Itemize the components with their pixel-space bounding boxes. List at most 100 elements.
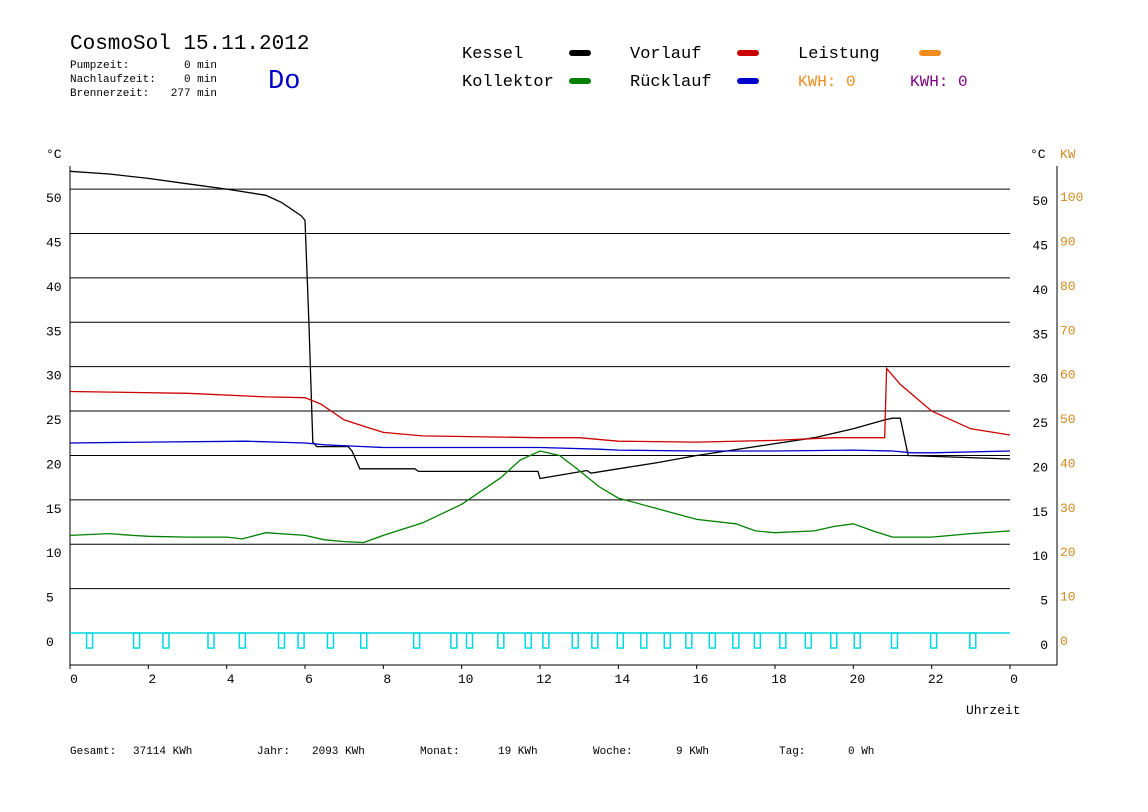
y-tick-label: 25	[46, 413, 62, 428]
y-tick-label-right: 10	[1032, 549, 1048, 564]
y-tick-label-right: 40	[1032, 283, 1048, 298]
y-tick-label: 0	[46, 635, 54, 650]
series-line	[69, 366, 1011, 443]
series-line	[69, 440, 1011, 454]
pump-pulse	[238, 632, 247, 649]
y2-tick-label: 10	[1060, 590, 1076, 605]
y-tick-label-right: 15	[1032, 505, 1048, 520]
y-tick-label-right: 50	[1032, 194, 1048, 209]
pump-pulse	[830, 632, 838, 649]
y-tick-label: 35	[46, 324, 62, 339]
y2-tick-label: 50	[1060, 412, 1076, 427]
pump-pulse	[591, 632, 599, 649]
x-tick-label: 4	[227, 672, 235, 687]
footer-label: Tag:	[779, 746, 805, 758]
pump-pulse	[542, 632, 550, 649]
series-line	[69, 450, 1011, 544]
legend-label: Leistung	[798, 45, 880, 64]
pump-pulse	[360, 632, 368, 649]
title: CosmoSol 15.11.2012	[70, 33, 309, 56]
pump-pulse	[929, 632, 938, 649]
pump-pulse	[450, 632, 458, 649]
pump-pulse	[708, 632, 717, 649]
footer-label: Woche:	[593, 746, 633, 758]
x-tick-label: 0	[1010, 672, 1018, 687]
pump-pulse	[753, 632, 762, 649]
y-tick-label: 20	[46, 457, 62, 472]
info-value: 0 min	[184, 74, 217, 86]
x-tick-label: 8	[383, 672, 391, 687]
pump-pulse	[969, 632, 977, 649]
kwh: KWH: 0	[910, 73, 968, 91]
x-tick-label: 12	[536, 672, 552, 687]
y-tick-label-right: 35	[1032, 327, 1048, 342]
pump-pulse	[804, 632, 813, 649]
pump-pulse	[326, 632, 335, 649]
x-tick-label: 2	[148, 672, 156, 687]
info-label: Pumpzeit:	[70, 60, 129, 72]
legend-label: Vorlauf	[630, 45, 701, 64]
pump-pulse	[207, 632, 215, 649]
y2-tick-label: 70	[1060, 323, 1076, 338]
pump-pulse	[571, 632, 579, 649]
y-tick-label-right: 25	[1032, 416, 1048, 431]
pump-pulse	[412, 632, 421, 649]
x-tick-label: 10	[458, 672, 474, 687]
y2-tick-label: 30	[1060, 501, 1076, 516]
pump-pulse	[497, 632, 505, 649]
y-tick-label-right: 0	[1040, 638, 1048, 653]
footer-label: Monat:	[420, 746, 460, 758]
y-tick-label-right: 20	[1032, 460, 1048, 475]
info-label: Brennerzeit:	[70, 88, 149, 100]
pump-pulse	[853, 632, 861, 649]
x-tick-label: 22	[928, 672, 944, 687]
y-tick-label-right: 5	[1040, 594, 1048, 609]
pump-pulse	[779, 632, 787, 649]
footer-value: 9 KWh	[676, 746, 709, 758]
info-value: 277 min	[171, 88, 217, 100]
x-label: Uhrzeit	[966, 703, 1021, 718]
pump-pulse	[162, 632, 170, 649]
pump-pulse	[524, 632, 532, 649]
y2-tick-label: 90	[1060, 234, 1076, 249]
x-tick-label: 18	[771, 672, 787, 687]
pump-pulse	[616, 632, 625, 649]
y-tick-label: 50	[46, 191, 62, 206]
y-tick-label-right: 30	[1032, 372, 1048, 387]
x-tick-label: 16	[693, 672, 709, 687]
pump-pulse	[297, 632, 305, 649]
y2-label: KW	[1060, 147, 1076, 162]
footer-value: 2093 KWh	[312, 746, 365, 758]
pump-pulse	[640, 632, 648, 649]
x-tick-label: 14	[615, 672, 631, 687]
pump-pulse	[465, 632, 474, 649]
y2-tick-label: 80	[1060, 279, 1076, 294]
x-tick-label: 20	[850, 672, 866, 687]
legend-label: Kollektor	[462, 73, 554, 92]
legend-label: Kessel	[462, 45, 523, 64]
footer-label: Jahr:	[257, 746, 290, 758]
footer-value: 19 KWh	[498, 746, 538, 758]
y-tick-label: 40	[46, 280, 62, 295]
footer-value: 37114 KWh	[133, 746, 192, 758]
pump-pulse	[685, 632, 693, 649]
y-tick-label: 5	[46, 591, 54, 606]
x-tick-label: 6	[305, 672, 313, 687]
pump-pulse	[663, 632, 672, 649]
pump-pulse	[132, 632, 141, 649]
y2-tick-label: 100	[1060, 190, 1083, 205]
y2-label-c: °C	[1030, 147, 1046, 162]
footer-label: Gesamt:	[70, 746, 116, 758]
x-tick-label: 0	[70, 672, 78, 687]
y-label: °C	[46, 147, 62, 162]
y2-tick-label: 0	[1060, 634, 1068, 649]
y2-tick-label: 40	[1060, 456, 1076, 471]
series-line	[69, 170, 1011, 480]
y-tick-label: 10	[46, 546, 62, 561]
kwh: KWH: 0	[798, 73, 856, 91]
info-value: 0 min	[184, 60, 217, 72]
pump-pulse	[732, 632, 740, 649]
y2-tick-label: 20	[1060, 545, 1076, 560]
y-tick-label: 45	[46, 235, 62, 250]
